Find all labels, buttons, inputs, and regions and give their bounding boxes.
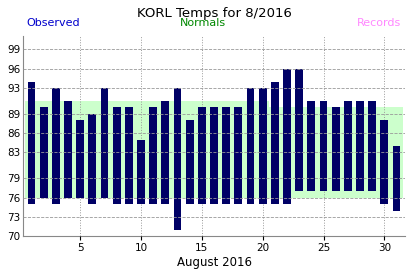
Bar [52,88,60,204]
Bar [307,101,315,191]
X-axis label: August 2016: August 2016 [176,256,251,269]
Text: Normals: Normals [180,18,226,28]
Bar [368,101,376,191]
Bar [259,88,267,204]
Bar [380,120,389,204]
Bar [89,114,96,204]
Bar [234,107,242,204]
Title: KORL Temps for 8/2016: KORL Temps for 8/2016 [136,7,291,20]
Bar [113,107,121,204]
Bar [101,88,108,198]
Bar [198,107,206,204]
Bar [149,107,157,204]
Bar [137,140,145,204]
Bar [320,101,328,191]
Text: Records: Records [357,18,401,28]
Bar [344,101,352,191]
Bar [173,88,181,230]
Bar [162,101,169,204]
Bar [76,120,84,198]
Bar [271,81,279,204]
Bar [186,120,194,204]
Bar [28,81,35,204]
Bar [64,101,72,198]
Bar [246,88,255,204]
Bar [222,107,230,204]
Bar [393,146,400,211]
Text: Observed: Observed [27,18,80,28]
Bar [210,107,218,204]
Bar [295,69,303,191]
Bar [40,107,48,198]
Bar [125,107,133,204]
Bar [283,69,291,204]
Bar [332,107,339,191]
Bar [356,101,364,191]
